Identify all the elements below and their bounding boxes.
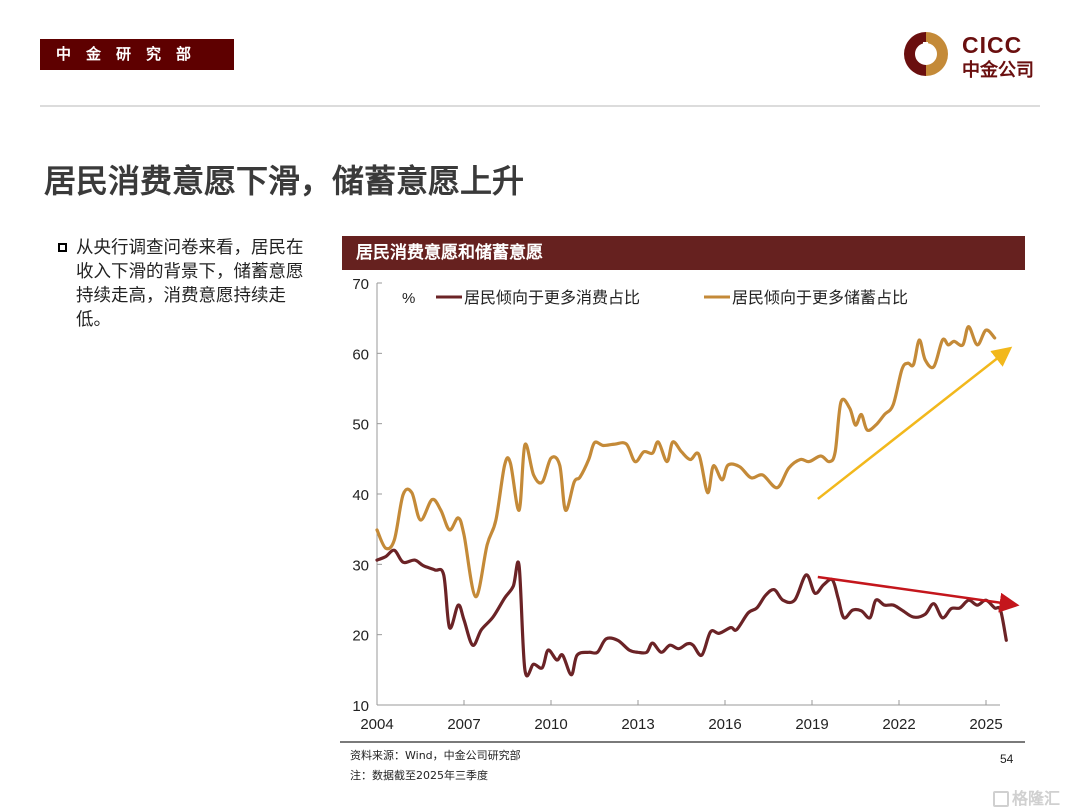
y-tick-label: 10 — [352, 698, 369, 715]
page-title: 居民消费意愿下滑，储蓄意愿上升 — [44, 162, 525, 200]
department-badge: 中金研究部 — [40, 39, 234, 70]
y-tick-label: 60 — [352, 346, 369, 363]
y-tick-label: 50 — [352, 417, 369, 434]
bullet-point: 从央行调查问卷来看，居民在收入下滑的背景下，储蓄意愿持续走高，消费意愿持续走低。 — [58, 236, 313, 332]
watermark: 格隆汇 — [993, 785, 1060, 809]
y-tick-label: 20 — [352, 628, 369, 645]
data-note: 注：数据截至2025年三季度 — [350, 769, 488, 782]
x-tick-label: 2007 — [447, 716, 480, 733]
footer-divider — [340, 741, 1025, 743]
watermark-logo-icon — [993, 791, 1009, 807]
x-tick-label: 2013 — [621, 716, 654, 733]
header-divider — [40, 105, 1040, 107]
x-tick-label: 2022 — [882, 716, 915, 733]
legend-label-consumption: 居民倾向于更多消费占比 — [464, 288, 640, 307]
consumption-series-line — [375, 548, 1008, 678]
x-tick-label: 2010 — [534, 716, 567, 733]
page-number: 54 — [1000, 752, 1014, 766]
savings-series-line — [375, 325, 997, 599]
line-chart: 10 20 30 40 50 60 70 2004 2007 2010 2013 2016 2019 20… — [352, 276, 1020, 733]
legend-label-savings: 居民倾向于更多储蓄占比 — [732, 288, 908, 307]
y-unit-label: % — [402, 290, 415, 307]
watermark-text: 格隆汇 — [1012, 789, 1061, 808]
logo-text-cn: 中金公司 — [962, 60, 1034, 81]
chart-header: 居民消费意愿和储蓄意愿 — [342, 236, 1025, 270]
cicc-logo-mark-icon — [904, 32, 948, 76]
x-tick-label: 2019 — [795, 716, 828, 733]
x-tick-label: 2004 — [360, 716, 393, 733]
x-tick-label: 2025 — [969, 716, 1002, 733]
cicc-logo: CICC 中金公司 — [902, 30, 1047, 81]
logo-text-en: CICC — [962, 32, 1023, 58]
y-tick-label: 40 — [352, 487, 369, 504]
y-tick-label: 30 — [352, 557, 369, 574]
bullet-text: 从央行调查问卷来看，居民在收入下滑的背景下，储蓄意愿持续走高，消费意愿持续走低。 — [76, 238, 304, 330]
source-note: 资料来源：Wind，中金公司研究部 — [350, 749, 521, 762]
trend-down-arrow — [817, 575, 1020, 613]
square-bullet-icon — [58, 243, 67, 252]
x-tick-label: 2016 — [708, 716, 741, 733]
y-tick-label: 70 — [352, 276, 369, 293]
trend-up-arrow — [817, 346, 1013, 500]
